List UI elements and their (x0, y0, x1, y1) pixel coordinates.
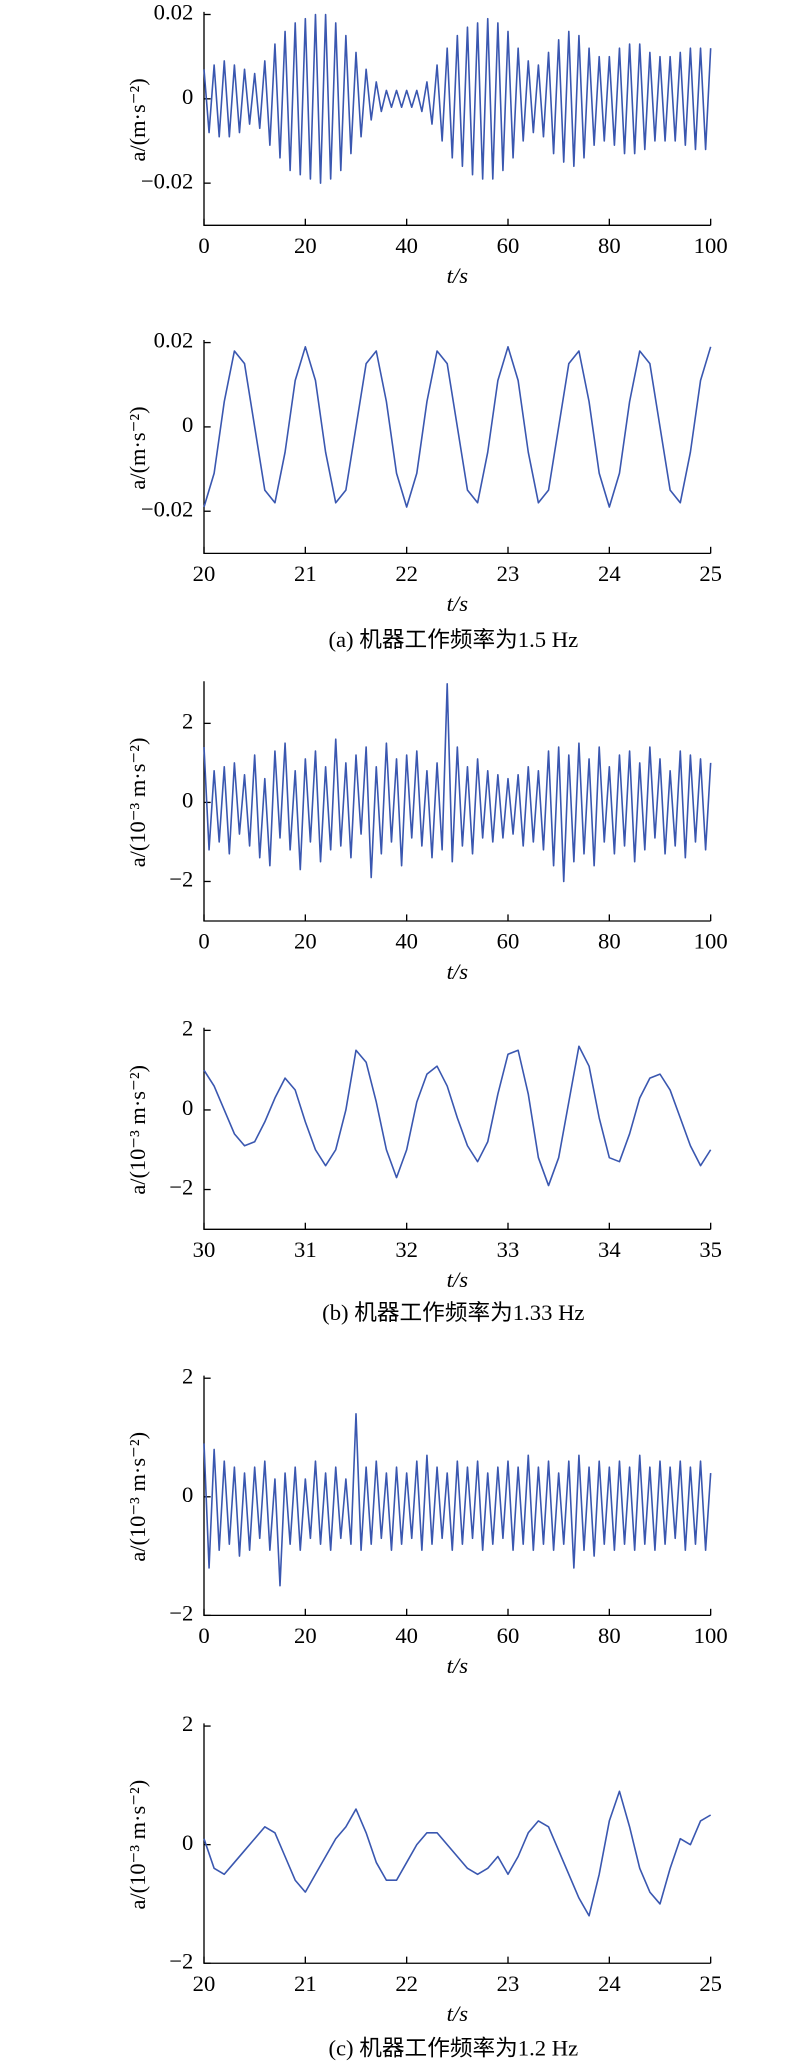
x-tick-label: 40 (395, 929, 418, 954)
signal-line (203, 1790, 712, 1917)
axis-line (203, 1027, 711, 1230)
y-tick-label: −2 (169, 1175, 193, 1200)
y-tick-label: 0 (182, 84, 193, 109)
y-tick-label: 0 (182, 788, 193, 813)
x-tick-label: 23 (497, 1971, 520, 1996)
x-tick-label: 60 (497, 929, 520, 954)
x-tick-label: 22 (395, 561, 418, 586)
x-tick-label: 21 (294, 561, 317, 586)
x-tick-label: 80 (598, 929, 621, 954)
x-tick-label: 31 (294, 1237, 317, 1262)
y-tick-label: 2 (182, 1711, 193, 1736)
x-tick-label: 80 (598, 1623, 621, 1648)
y-tick-label: −2 (169, 867, 193, 892)
x-tick-label: 20 (294, 233, 317, 258)
y-axis-label: a/(10⁻³ m·s⁻²) (125, 738, 150, 868)
y-axis-label: a/(10⁻³ m·s⁻²) (125, 1432, 150, 1562)
x-tick-label: 25 (699, 1971, 722, 1996)
x-tick-label: 0 (198, 929, 209, 954)
signal-line (203, 1412, 712, 1587)
signal-line (203, 683, 712, 883)
y-tick-label: 0 (182, 1482, 193, 1507)
x-tick-label: 24 (598, 1971, 621, 1996)
x-tick-label: 24 (598, 561, 621, 586)
y-tick-label: 0 (182, 1095, 193, 1120)
x-axis-label: t/s (447, 1267, 469, 1292)
signal-line (203, 13, 712, 184)
x-tick-label: 21 (294, 1971, 317, 1996)
x-tick-label: 33 (497, 1237, 520, 1262)
x-tick-label: 80 (598, 233, 621, 258)
x-tick-label: 20 (294, 929, 317, 954)
caption: (a) 机器工作频率为1.5 Hz (328, 627, 578, 652)
y-axis-label: a/(m·s⁻²) (125, 78, 150, 161)
x-axis-label: t/s (447, 263, 469, 288)
x-tick-label: 32 (395, 1237, 418, 1262)
x-tick-label: 60 (497, 1623, 520, 1648)
y-axis-label: a/(10⁻³ m·s⁻²) (125, 1065, 150, 1195)
y-tick-label: 0 (182, 412, 193, 437)
x-tick-label: 0 (198, 233, 209, 258)
y-tick-label: −0.02 (141, 496, 193, 521)
y-tick-label: 0.02 (154, 0, 194, 25)
x-tick-label: 40 (395, 1623, 418, 1648)
x-axis-label: t/s (447, 591, 469, 616)
x-axis-label: t/s (447, 2001, 469, 2026)
axis-line (203, 681, 711, 922)
y-axis-label: a/(10⁻³ m·s⁻²) (125, 1780, 150, 1910)
x-tick-label: 100 (694, 1623, 728, 1648)
y-tick-label: −2 (169, 1601, 193, 1626)
y-tick-label: 2 (182, 1363, 193, 1388)
x-tick-label: 0 (198, 1623, 209, 1648)
y-tick-label: −2 (169, 1948, 193, 1973)
x-tick-label: 25 (699, 561, 722, 586)
y-tick-label: 0 (182, 1830, 193, 1855)
x-axis-label: t/s (447, 959, 469, 984)
x-tick-label: 35 (699, 1237, 722, 1262)
signal-line (203, 1045, 712, 1187)
y-axis-label: a/(m·s⁻²) (125, 406, 150, 489)
x-tick-label: 40 (395, 233, 418, 258)
x-tick-label: 100 (694, 929, 728, 954)
x-tick-label: 20 (193, 561, 216, 586)
x-tick-label: 30 (193, 1237, 216, 1262)
caption: (b) 机器工作频率为1.33 Hz (322, 1300, 584, 1325)
x-tick-label: 100 (694, 233, 728, 258)
y-tick-label: −0.02 (141, 168, 193, 193)
x-tick-label: 20 (193, 1971, 216, 1996)
x-tick-label: 23 (497, 561, 520, 586)
caption: (c) 机器工作频率为1.2 Hz (328, 2035, 578, 2060)
y-tick-label: 2 (182, 1016, 193, 1041)
x-tick-label: 22 (395, 1971, 418, 1996)
y-tick-label: 0.02 (154, 328, 194, 353)
x-tick-label: 34 (598, 1237, 621, 1262)
x-tick-label: 60 (497, 233, 520, 258)
y-tick-label: 2 (182, 709, 193, 734)
x-tick-label: 20 (294, 1623, 317, 1648)
x-axis-label: t/s (447, 1653, 469, 1678)
signal-line (203, 346, 712, 508)
axis-line (203, 339, 711, 555)
